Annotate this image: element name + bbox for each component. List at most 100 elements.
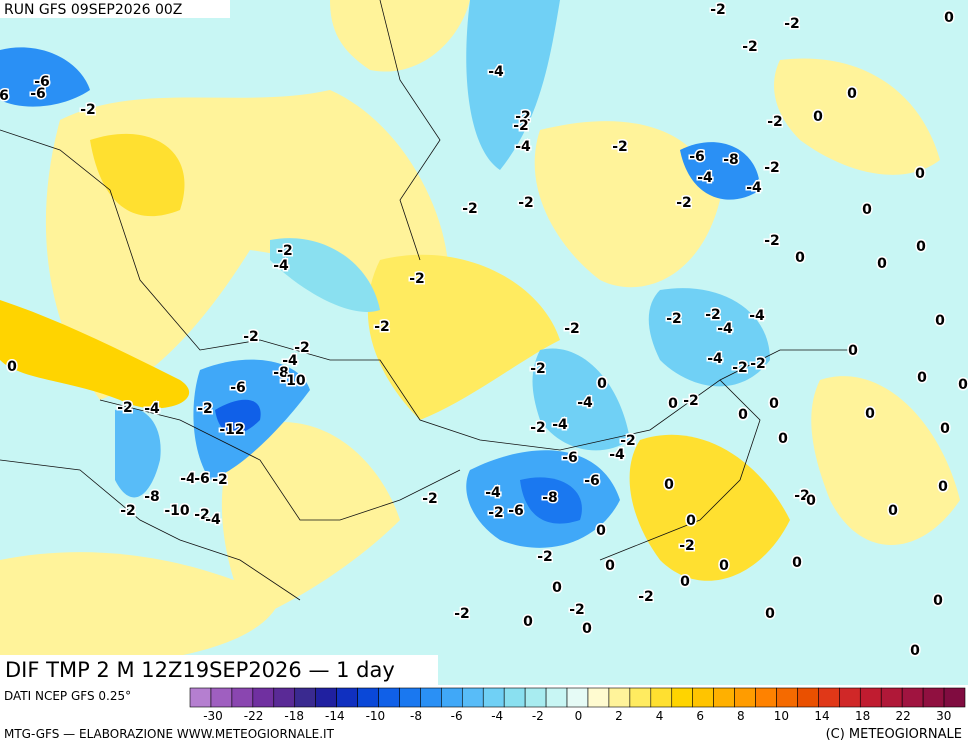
color-box xyxy=(524,687,547,708)
contour-label: -2 xyxy=(80,102,96,118)
colorbar-label: 8 xyxy=(737,709,745,723)
contour-label: -8 xyxy=(723,152,739,168)
color-box xyxy=(880,687,903,708)
contour-label: -2 xyxy=(194,507,210,523)
contour-label: -2 xyxy=(564,321,580,337)
contour-label: 0 xyxy=(888,503,898,519)
color-box xyxy=(755,687,777,708)
colorbar-label: -4 xyxy=(491,709,503,723)
contour-label: 0 xyxy=(935,313,945,329)
contour-label: 0 xyxy=(719,558,729,574)
colorbar-label: -22 xyxy=(244,709,264,723)
contour-label: 0 xyxy=(582,621,592,637)
contour-label: -2 xyxy=(666,311,682,327)
contour-label: -6 xyxy=(508,503,524,519)
contour-label: -12 xyxy=(219,422,244,438)
contour-label: -2 xyxy=(409,271,425,287)
colorbar-label: 2 xyxy=(615,709,623,723)
contour-label: -4 xyxy=(180,471,196,487)
contour-label: -6 xyxy=(34,74,50,90)
color-box xyxy=(420,687,442,708)
color-box xyxy=(252,687,275,708)
contour-label: 0 xyxy=(862,202,872,218)
color-box xyxy=(629,687,652,708)
color-box xyxy=(587,687,610,708)
contour-label: 0 xyxy=(7,359,17,375)
contour-label: -2 xyxy=(374,319,390,335)
contour-label: -2 xyxy=(243,329,259,345)
contour-label: -2 xyxy=(764,160,780,176)
colorbar-label: 6 xyxy=(696,709,704,723)
map-title: DIF TMP 2 M 12Z19SEP2026 — 1 day xyxy=(5,658,395,682)
contour-label: -2 xyxy=(294,340,310,356)
colorbar: -30 -22 -18 -14 -10 -8 -6 -4 -2 0 2 4 6 8 10 14 18 22 30 xyxy=(189,687,966,723)
contour-label: 0 xyxy=(944,10,954,26)
contour-label: 6 xyxy=(0,88,9,104)
contour-label: -2 xyxy=(767,114,783,130)
colorbar-label: 0 xyxy=(575,709,583,723)
contour-label: -2 xyxy=(612,139,628,155)
footer-right: (C) METEOGIORNALE xyxy=(826,727,962,742)
color-box xyxy=(818,687,840,708)
contour-label: -2 xyxy=(537,549,553,565)
contour-label: -6 xyxy=(194,471,210,487)
color-box xyxy=(901,687,924,708)
contour-label: -8 xyxy=(144,489,160,505)
contour-label: -10 xyxy=(164,503,190,519)
contour-label: -2 xyxy=(638,589,654,605)
contour-label: -2 xyxy=(620,433,636,449)
contour-label: -4 xyxy=(488,64,504,80)
color-box xyxy=(189,687,212,708)
contour-label: 0 xyxy=(916,239,926,255)
color-box xyxy=(482,687,505,708)
contour-label: -2 xyxy=(513,118,529,134)
contour-label: 0 xyxy=(806,493,816,509)
header-box xyxy=(0,0,230,18)
colorbar-label: 4 xyxy=(656,709,664,723)
color-box xyxy=(713,687,735,708)
contour-label: -4 xyxy=(577,395,593,411)
color-box xyxy=(357,687,379,708)
contour-label: 0 xyxy=(958,377,968,393)
colorbar-label: -2 xyxy=(532,709,544,723)
footer-left: MTG-GFS — ELABORAZIONE WWW.METEOGIORNALE… xyxy=(4,727,335,741)
color-box xyxy=(797,687,819,708)
contour-label: -4 xyxy=(697,170,713,186)
contour-label: 0 xyxy=(664,477,674,493)
colorbar-label: -6 xyxy=(451,709,463,723)
contour-label: -4 xyxy=(746,180,762,196)
color-box xyxy=(859,687,882,708)
contour-label: 0 xyxy=(765,606,775,622)
contour-label: -4 xyxy=(273,258,289,274)
contour-label: -4 xyxy=(609,447,625,463)
contour-label: 0 xyxy=(847,86,857,102)
contour-label: 0 xyxy=(597,376,607,392)
contour-label: 0 xyxy=(605,558,615,574)
color-box xyxy=(922,687,945,708)
title-box xyxy=(0,655,438,685)
contour-label: -2 xyxy=(764,233,780,249)
contour-label: 0 xyxy=(668,396,678,412)
color-box xyxy=(776,687,798,708)
contour-label: -2 xyxy=(197,401,213,417)
contour-label: -6 xyxy=(230,380,246,396)
contour-label: 0 xyxy=(813,109,823,125)
contour-label: -2 xyxy=(710,2,726,18)
contour-label: -6 xyxy=(584,473,600,489)
contour-label: 0 xyxy=(523,614,533,630)
color-box xyxy=(650,687,673,708)
contour-label: -2 xyxy=(705,307,721,323)
contour-label: 0 xyxy=(552,580,562,596)
contour-label: -2 xyxy=(454,606,470,622)
color-box xyxy=(231,687,254,708)
colorbar-label: 18 xyxy=(855,709,870,723)
contour-label: -2 xyxy=(530,420,546,436)
contour-label: 0 xyxy=(940,421,950,437)
colorbar-label: -18 xyxy=(284,709,304,723)
color-box xyxy=(839,687,861,708)
contour-label: -4 xyxy=(282,353,298,369)
contour-label: 0 xyxy=(596,523,606,539)
contour-label: -2 xyxy=(679,538,695,554)
contour-label: -2 xyxy=(277,243,293,259)
